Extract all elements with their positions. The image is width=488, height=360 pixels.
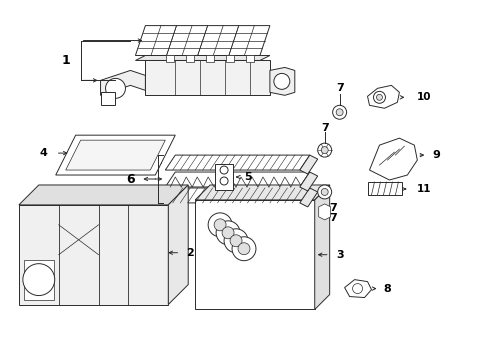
Circle shape [222, 227, 234, 239]
Circle shape [321, 189, 327, 195]
Circle shape [208, 213, 232, 237]
Polygon shape [269, 67, 294, 95]
Circle shape [220, 166, 227, 174]
Polygon shape [168, 185, 188, 305]
Text: 7: 7 [320, 123, 328, 133]
Circle shape [23, 264, 55, 296]
Circle shape [214, 219, 225, 231]
Text: 3: 3 [335, 250, 343, 260]
Polygon shape [318, 204, 330, 220]
Circle shape [317, 143, 331, 157]
Polygon shape [56, 135, 175, 175]
Circle shape [317, 185, 331, 199]
Circle shape [352, 284, 362, 293]
Text: 4: 4 [40, 148, 48, 158]
Text: 5: 5 [244, 172, 251, 182]
Polygon shape [65, 140, 165, 170]
Circle shape [232, 237, 255, 261]
Polygon shape [369, 138, 416, 180]
Text: 2: 2 [186, 248, 194, 258]
Circle shape [105, 78, 125, 98]
Bar [225, 55, 234, 62]
Polygon shape [195, 185, 329, 200]
Circle shape [229, 235, 242, 247]
Bar [186, 55, 194, 62]
Bar [206, 55, 214, 62]
Text: 9: 9 [431, 150, 439, 160]
Text: 8: 8 [383, 284, 390, 293]
Text: 11: 11 [416, 184, 431, 194]
Text: 7: 7 [328, 213, 336, 223]
Polygon shape [135, 26, 269, 55]
Circle shape [273, 73, 289, 89]
Polygon shape [24, 260, 54, 300]
Polygon shape [314, 185, 329, 310]
Text: 6: 6 [126, 172, 135, 185]
Circle shape [238, 243, 249, 255]
Polygon shape [101, 92, 115, 105]
Circle shape [216, 221, 240, 245]
Text: 1: 1 [61, 54, 70, 67]
Bar [166, 55, 174, 62]
Polygon shape [19, 185, 188, 205]
Polygon shape [135, 55, 269, 60]
Circle shape [224, 229, 247, 253]
Polygon shape [367, 85, 399, 108]
Polygon shape [344, 280, 371, 298]
Text: 7: 7 [328, 203, 336, 213]
Polygon shape [299, 172, 317, 191]
Polygon shape [165, 155, 309, 170]
Polygon shape [195, 200, 314, 310]
Bar [215, 164, 233, 190]
Polygon shape [101, 71, 145, 95]
Text: 10: 10 [416, 92, 431, 102]
Circle shape [220, 177, 227, 185]
Circle shape [332, 105, 346, 119]
Polygon shape [165, 172, 309, 187]
Polygon shape [165, 188, 309, 203]
Polygon shape [145, 60, 269, 95]
Polygon shape [299, 155, 317, 174]
Polygon shape [19, 205, 168, 305]
Circle shape [376, 94, 382, 100]
Circle shape [321, 147, 327, 154]
Polygon shape [299, 188, 317, 207]
Bar [367, 182, 402, 195]
Text: 7: 7 [335, 84, 343, 93]
Circle shape [335, 109, 343, 116]
Bar [245, 55, 253, 62]
Circle shape [373, 91, 385, 103]
